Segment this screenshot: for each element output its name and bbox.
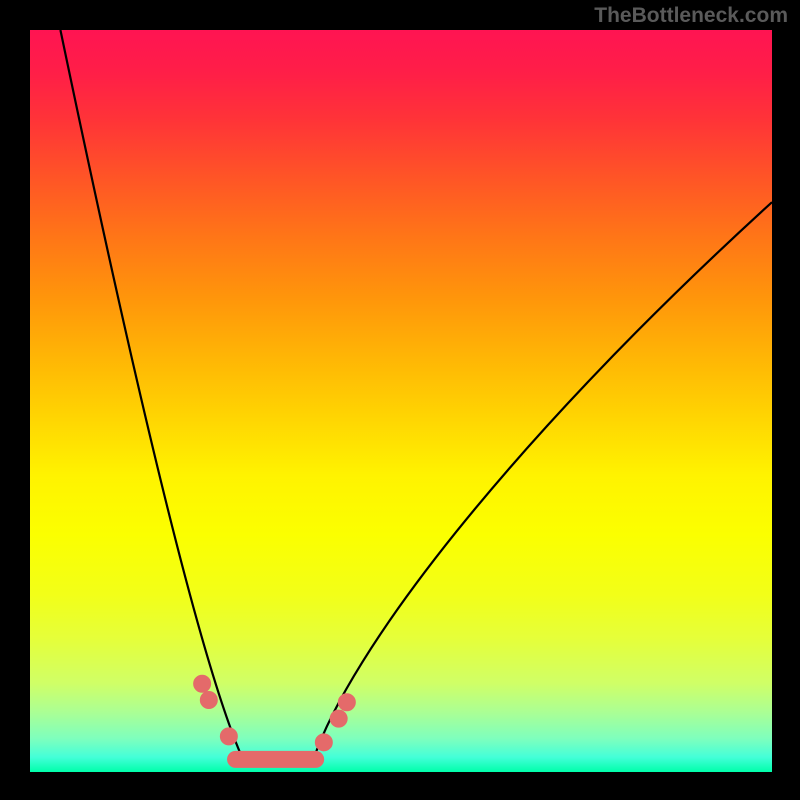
curve-marker — [338, 694, 355, 711]
curve-marker — [194, 675, 211, 692]
curve-marker — [200, 692, 217, 709]
chart-container: TheBottleneck.com — [0, 0, 800, 800]
curve-marker — [330, 710, 347, 727]
curve-marker — [220, 728, 237, 745]
curve-marker — [315, 734, 332, 751]
plot-area — [30, 30, 772, 772]
chart-svg — [30, 30, 772, 772]
watermark-text: TheBottleneck.com — [594, 4, 788, 28]
